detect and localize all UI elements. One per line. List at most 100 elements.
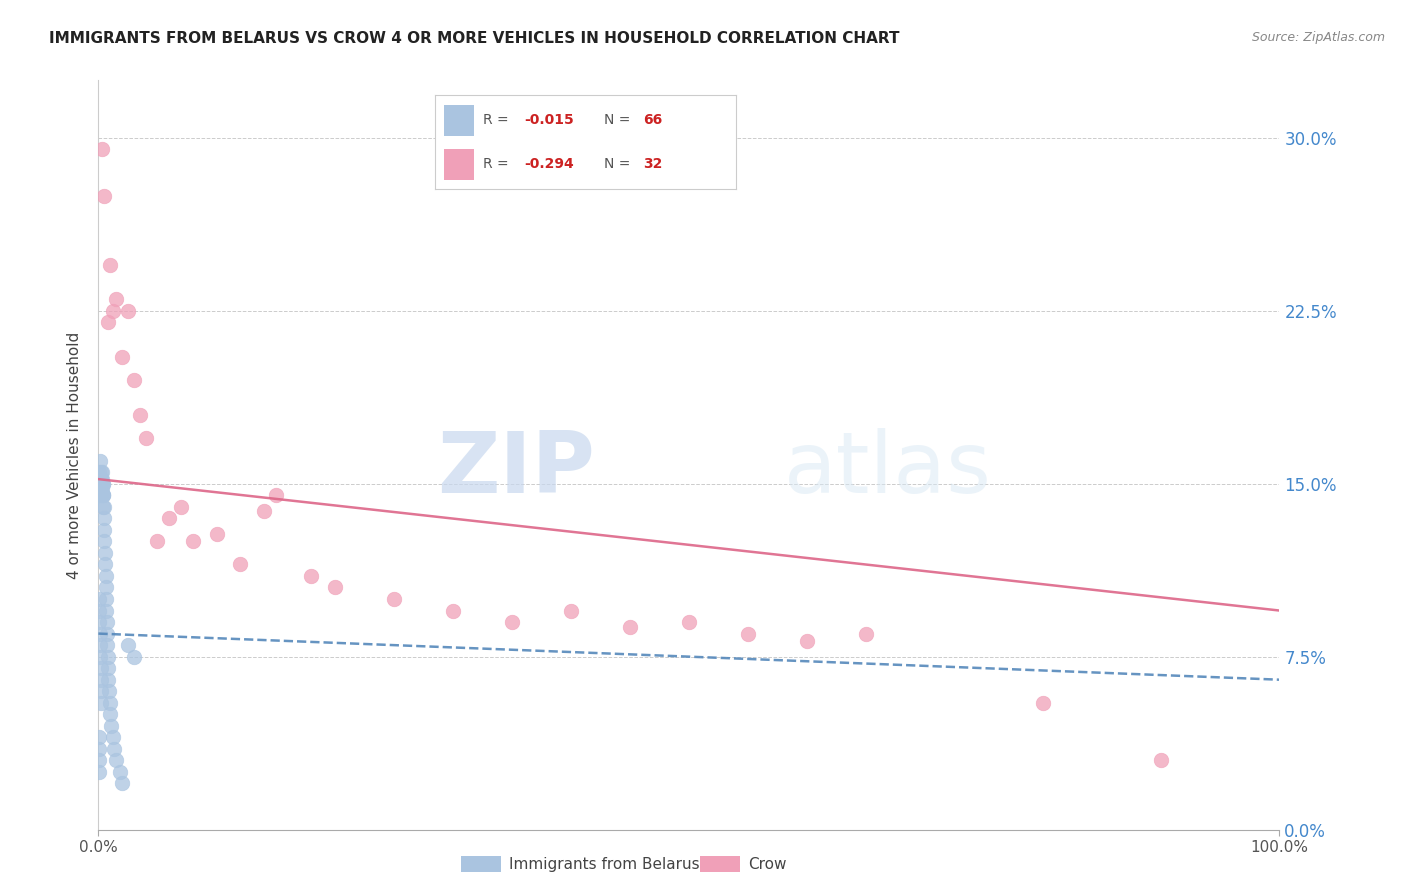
Point xyxy=(87,465,110,479)
Point xyxy=(87,764,110,779)
Point xyxy=(98,258,121,272)
Point xyxy=(1150,753,1173,767)
Point xyxy=(89,649,111,664)
Point xyxy=(146,534,169,549)
Point xyxy=(855,626,877,640)
Point xyxy=(94,569,117,583)
Point xyxy=(97,315,120,329)
Point xyxy=(229,558,252,572)
Point xyxy=(90,476,112,491)
Point xyxy=(98,696,121,710)
Point xyxy=(93,188,115,202)
Point xyxy=(382,592,405,607)
Point xyxy=(96,615,118,629)
Point xyxy=(94,546,117,560)
Point xyxy=(122,649,145,664)
Point xyxy=(93,511,115,525)
Point xyxy=(170,500,193,514)
Point xyxy=(678,615,700,629)
Text: IMMIGRANTS FROM BELARUS VS CROW 4 OR MORE VEHICLES IN HOUSEHOLD CORRELATION CHAR: IMMIGRANTS FROM BELARUS VS CROW 4 OR MOR… xyxy=(49,31,900,46)
Point xyxy=(93,523,115,537)
Point xyxy=(91,465,114,479)
Point xyxy=(135,431,157,445)
Point xyxy=(253,504,276,518)
Point xyxy=(105,293,128,307)
Point xyxy=(96,626,118,640)
Point xyxy=(97,673,120,687)
Point xyxy=(98,707,121,722)
Point xyxy=(87,753,110,767)
Point xyxy=(90,472,112,486)
Point xyxy=(90,696,112,710)
Point xyxy=(97,649,120,664)
Point xyxy=(90,465,112,479)
Point xyxy=(619,620,641,634)
Point xyxy=(94,581,117,595)
Point xyxy=(94,558,117,572)
Point xyxy=(89,615,111,629)
Point xyxy=(441,603,464,617)
Point xyxy=(100,719,122,733)
Point xyxy=(108,764,131,779)
Point xyxy=(94,592,117,607)
Point xyxy=(89,481,111,495)
Point xyxy=(299,569,322,583)
Point xyxy=(501,615,523,629)
Text: atlas: atlas xyxy=(783,428,991,511)
Point xyxy=(157,511,180,525)
Point xyxy=(91,488,114,502)
Point xyxy=(91,481,114,495)
Point xyxy=(91,500,114,514)
Point xyxy=(264,488,287,502)
Point xyxy=(91,488,114,502)
Point xyxy=(98,684,121,698)
Text: ZIP: ZIP xyxy=(437,428,595,511)
Point xyxy=(205,527,228,541)
Point xyxy=(91,476,114,491)
Point xyxy=(117,303,139,318)
Point xyxy=(90,673,112,687)
Point xyxy=(122,373,145,387)
Point xyxy=(89,472,111,486)
Point xyxy=(105,753,128,767)
Point xyxy=(93,500,115,514)
Point xyxy=(323,581,346,595)
Point xyxy=(87,742,110,756)
Point xyxy=(89,470,111,484)
Text: Immigrants from Belarus: Immigrants from Belarus xyxy=(509,857,700,871)
Point xyxy=(91,476,114,491)
Y-axis label: 4 or more Vehicles in Household: 4 or more Vehicles in Household xyxy=(67,331,83,579)
Point xyxy=(89,626,111,640)
Point xyxy=(89,476,111,491)
Point xyxy=(97,661,120,675)
Point xyxy=(90,476,112,491)
Point xyxy=(90,476,112,491)
Point xyxy=(91,472,114,486)
Point xyxy=(91,143,114,157)
Point xyxy=(111,776,134,790)
Point xyxy=(101,303,124,318)
Point xyxy=(101,731,124,745)
Point xyxy=(1032,696,1054,710)
Point xyxy=(117,638,139,652)
Point xyxy=(90,488,112,502)
Point xyxy=(103,742,125,756)
Point xyxy=(90,684,112,698)
Point xyxy=(796,633,818,648)
Point xyxy=(89,476,111,491)
Point xyxy=(89,488,111,502)
Point xyxy=(111,350,134,364)
Point xyxy=(91,476,114,491)
Point xyxy=(96,638,118,652)
Point xyxy=(93,534,115,549)
Point xyxy=(87,592,110,607)
Point xyxy=(89,638,111,652)
Point xyxy=(93,488,115,502)
Point xyxy=(90,661,112,675)
Point xyxy=(128,408,150,422)
Point xyxy=(737,626,759,640)
Point xyxy=(560,603,582,617)
Text: Crow: Crow xyxy=(748,857,786,871)
Point xyxy=(96,603,118,617)
Point xyxy=(90,481,112,495)
